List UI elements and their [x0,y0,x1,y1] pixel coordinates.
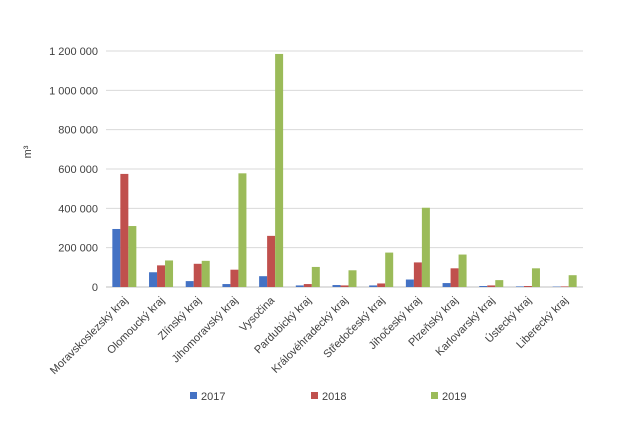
bar [385,253,393,287]
bar [333,285,341,287]
bars [112,54,576,287]
bar [479,286,487,287]
bar [149,272,157,287]
bar [304,284,312,287]
bar [561,286,569,287]
bar [341,285,349,287]
legend: 2017 2018 2019 [190,391,466,403]
legend-label: 2018 [322,391,346,403]
bar [569,275,577,287]
y-tick-label: 400 000 [58,203,98,215]
y-axis-label: m³ [22,145,34,158]
y-tick-label: 800 000 [58,125,98,137]
bar [296,285,304,287]
legend-swatch [190,392,197,399]
legend-swatch [431,392,438,399]
bar [414,262,422,287]
y-tick-label: 600 000 [58,164,98,176]
bar [377,283,385,287]
y-tick-label: 1 200 000 [49,46,98,58]
x-tick-label: Jihomoravský kraj [170,295,241,366]
bar [259,276,267,287]
bar [222,284,230,287]
bar [451,268,459,287]
bar [443,283,451,287]
bar [194,264,202,287]
legend-label: 2019 [442,391,466,403]
bar [406,280,414,287]
y-tick-label: 200 000 [58,243,98,255]
bar [128,226,136,287]
y-tick-label: 0 [92,282,98,294]
bar [230,270,238,287]
bar [238,173,246,287]
bar [459,255,467,287]
bar [275,54,283,287]
bar [186,281,194,287]
bar [532,268,540,287]
bar [165,260,173,287]
bar [495,280,503,287]
y-axis: 0 200 000 400 000 600 000 800 000 1 000 000 1 … [49,46,98,294]
bar [202,261,210,287]
legend-label: 2017 [201,391,225,403]
bar [112,229,120,287]
bar [516,286,524,287]
bar [157,265,165,287]
bar [487,285,495,287]
bar [267,236,275,287]
y-tick-label: 1 000 000 [49,85,98,97]
bar [524,286,532,287]
bar [312,267,320,287]
gridlines [106,51,583,287]
legend-swatch [311,392,318,399]
bar [422,208,430,287]
bar [349,270,357,287]
bar [369,285,377,287]
bar [120,174,128,287]
